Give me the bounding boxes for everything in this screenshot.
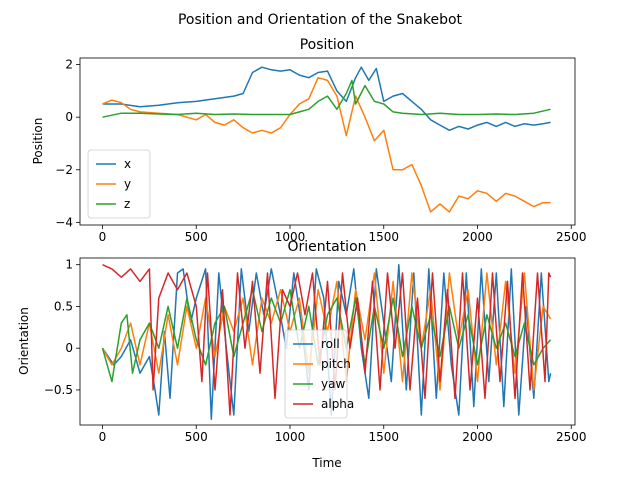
position-y-tick-label: −4 xyxy=(55,215,73,229)
position-plot-frame xyxy=(79,57,576,226)
position-legend: xyz xyxy=(87,149,151,219)
orientation-y-tick-label: 1 xyxy=(65,258,73,272)
orientation-legend-label-alpha: alpha xyxy=(321,397,354,411)
position-x-tick-label: 1500 xyxy=(368,230,399,244)
position-x-tick-label: 500 xyxy=(185,230,208,244)
orientation-x-tick-label: 0 xyxy=(99,430,107,444)
position-y-axis-label: Position xyxy=(31,118,45,165)
orientation-y-axis-label: Orientation xyxy=(17,307,31,375)
orientation-panel-title: Orientation xyxy=(287,239,366,255)
orientation-x-tick-label: 2500 xyxy=(556,430,587,444)
position-series-line-z xyxy=(102,79,551,118)
orientation-panel: Orientation 0 500 1000 1500 2000 2500 −0.5 0 0.5… xyxy=(17,239,587,470)
orientation-y-tick-label: 0 xyxy=(65,341,73,355)
orientation-legend-box xyxy=(284,329,348,419)
position-legend-label-x: x xyxy=(124,157,131,171)
position-y-tick-label: 2 xyxy=(65,58,73,72)
orientation-x-axis-label: Time xyxy=(311,456,341,470)
orientation-x-tick-label: 1500 xyxy=(368,430,399,444)
orientation-y-tick-label: 0.5 xyxy=(54,299,73,313)
position-x-tick-label: 2000 xyxy=(462,230,493,244)
orientation-x-tick-label: 500 xyxy=(185,430,208,444)
orientation-plot-frame xyxy=(79,257,576,426)
orientation-x-tick-label: 1000 xyxy=(275,430,306,444)
position-x-tick-label: 2500 xyxy=(556,230,587,244)
position-legend-box xyxy=(87,149,151,219)
orientation-legend-label-pitch: pitch xyxy=(321,357,351,371)
orientation-legend-label-yaw: yaw xyxy=(321,377,345,391)
position-x-tick-label: 1000 xyxy=(275,230,306,244)
position-legend-label-y: y xyxy=(124,177,131,191)
position-panel-title: Position xyxy=(300,37,355,53)
orientation-legend-label-roll: roll xyxy=(321,337,340,351)
orientation-y-tick-label: −0.5 xyxy=(44,383,73,397)
position-legend-label-z: z xyxy=(124,197,130,211)
figure-suptitle: Position and Orientation of the Snakebot xyxy=(178,12,463,28)
position-series-line-y xyxy=(102,76,551,213)
orientation-x-tick-label: 2000 xyxy=(462,430,493,444)
position-series-line-x xyxy=(102,66,551,132)
position-panel: Position 0 500 1000 1500 2000 2500 −4 −2 0 2 Posi… xyxy=(31,37,587,244)
position-y-tick-label: −2 xyxy=(55,163,73,177)
position-y-tick-label: 0 xyxy=(65,110,73,124)
position-x-tick-label: 0 xyxy=(99,230,107,244)
orientation-legend: roll pitch yaw alpha xyxy=(284,329,354,419)
